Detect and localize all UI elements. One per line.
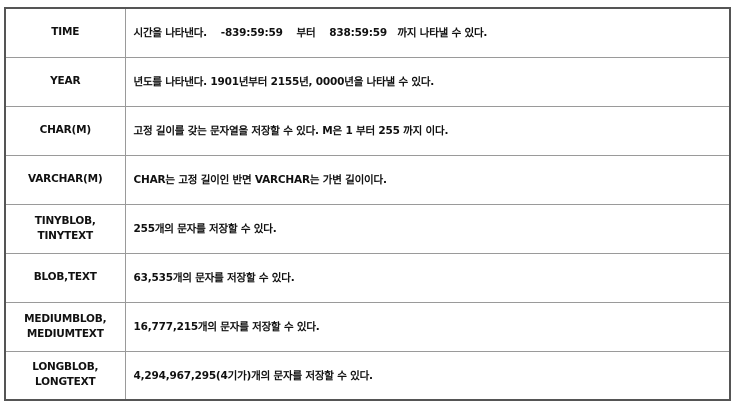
description-cell: 4,294,967,295(4기가)개의 문자를 저장할 수 있다. <box>124 350 731 401</box>
description-cell: 고정 길이를 갖는 문자열을 저장할 수 있다. M은 1 부터 255 까지 … <box>124 105 731 156</box>
type-cell: TIME <box>4 7 126 58</box>
table-row: VARCHAR(M) CHAR는 고정 길이인 반면 VARCHAR는 가변 길… <box>4 154 731 205</box>
type-name: CHAR(M) <box>39 124 92 136</box>
type-name: YEAR <box>50 75 81 87</box>
table-row: YEAR 년도를 나타낸다. 1901년부터 2155년, 0000년을 나타낼… <box>4 56 731 107</box>
description-cell: 255개의 문자를 저장할 수 있다. <box>124 203 731 254</box>
type-name: TINYTEXT <box>37 229 94 242</box>
type-name: VARCHAR(M) <box>28 173 103 185</box>
type-name: MEDIUMBLOB, <box>24 312 107 325</box>
table-row: TIME 시간을 나타낸다. -839:59:59 부터 838:59:59 까… <box>4 7 731 58</box>
type-name: TINYBLOB, <box>34 214 96 227</box>
type-cell: CHAR(M) <box>4 105 126 156</box>
description-cell: 16,777,215개의 문자를 저장할 수 있다. <box>124 301 731 352</box>
type-cell: YEAR <box>4 56 126 107</box>
type-name: LONGBLOB, <box>32 361 99 374</box>
type-cell: MEDIUMBLOB, MEDIUMTEXT <box>4 301 126 352</box>
type-cell: VARCHAR(M) <box>4 154 126 205</box>
type-cell: LONGBLOB, LONGTEXT <box>4 350 126 401</box>
description-cell: CHAR는 고정 길이인 반면 VARCHAR는 가변 길이이다. <box>124 154 731 205</box>
type-cell: BLOB,TEXT <box>4 252 126 303</box>
type-name: BLOB,TEXT <box>33 271 97 283</box>
table-row: CHAR(M) 고정 길이를 갖는 문자열을 저장할 수 있다. M은 1 부터… <box>4 105 731 156</box>
description-cell: 년도를 나타낸다. 1901년부터 2155년, 0000년을 나타낼 수 있다… <box>124 56 731 107</box>
table-row: TINYBLOB, TINYTEXT 255개의 문자를 저장할 수 있다. <box>4 203 731 254</box>
table-row: MEDIUMBLOB, MEDIUMTEXT 16,777,215개의 문자를 … <box>4 301 731 352</box>
type-cell: TINYBLOB, TINYTEXT <box>4 203 126 254</box>
description-cell: 63,535개의 문자를 저장할 수 있다. <box>124 252 731 303</box>
table-row: LONGBLOB, LONGTEXT 4,294,967,295(4기가)개의 … <box>4 350 731 401</box>
data-type-table: TIME 시간을 나타낸다. -839:59:59 부터 838:59:59 까… <box>4 7 731 401</box>
type-name: LONGTEXT <box>35 376 96 389</box>
description-cell: 시간을 나타낸다. -839:59:59 부터 838:59:59 까지 나타낼… <box>124 7 731 58</box>
type-name: TIME <box>51 26 80 39</box>
type-name: MEDIUMTEXT <box>26 327 104 340</box>
table-row: BLOB,TEXT 63,535개의 문자를 저장할 수 있다. <box>4 252 731 303</box>
